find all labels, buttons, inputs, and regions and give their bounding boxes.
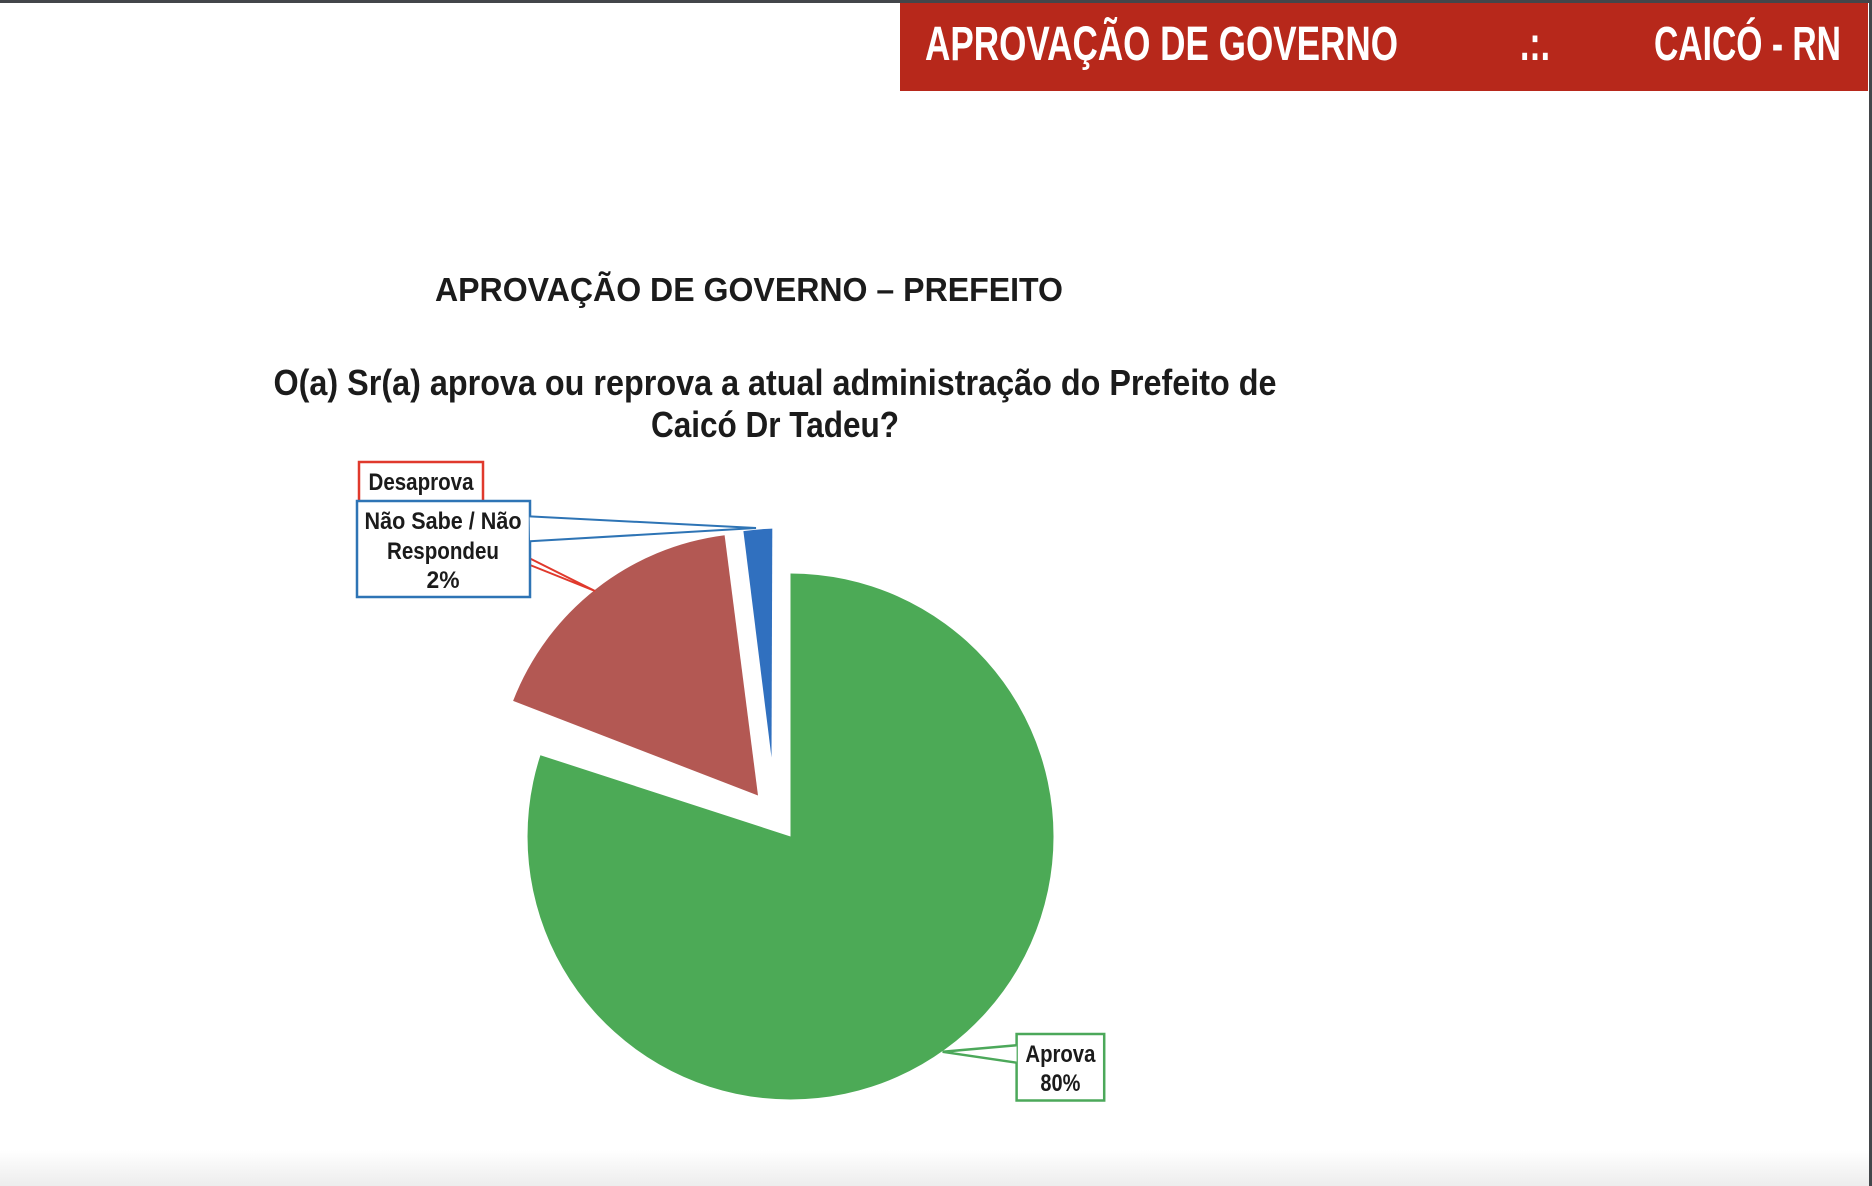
svg-text:APROVAÇÃO DE GOVERNO – PREFEIT: APROVAÇÃO DE GOVERNO – PREFEITO	[435, 271, 1063, 308]
svg-text:Caicó Dr Tadeu?: Caicó Dr Tadeu?	[651, 404, 899, 445]
svg-text:.:.: .:.	[1520, 18, 1550, 71]
svg-text:Aprova: Aprova	[1025, 1041, 1096, 1068]
svg-text:80%: 80%	[1040, 1070, 1080, 1097]
svg-text:Respondeu: Respondeu	[387, 538, 499, 565]
svg-text:2%: 2%	[427, 567, 460, 594]
svg-text:Desaprova: Desaprova	[369, 469, 475, 496]
svg-text:Não Sabe / Não: Não Sabe / Não	[365, 508, 522, 535]
svg-text:O(a) Sr(a) aprova ou reprova a: O(a) Sr(a) aprova ou reprova a atual adm…	[274, 362, 1277, 403]
svg-text:CAICÓ - RN: CAICÓ - RN	[1654, 16, 1841, 71]
svg-text:APROVAÇÃO DE GOVERNO: APROVAÇÃO DE GOVERNO	[925, 16, 1398, 71]
